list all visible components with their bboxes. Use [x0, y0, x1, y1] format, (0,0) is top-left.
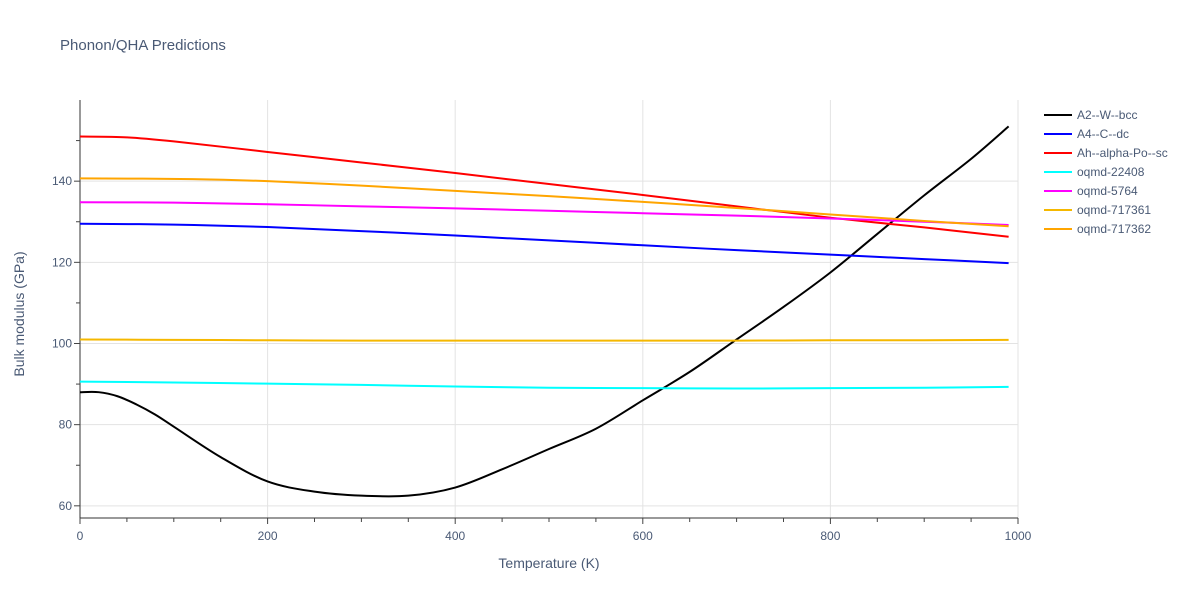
y-tick-label-2: 100 [52, 336, 72, 350]
axes [74, 100, 1019, 524]
tick-labels: 0 200 400 600 800 1000 60 80 100 120 140 [52, 174, 1032, 543]
legend-item-oqmd-22408[interactable]: oqmd-22408 [1044, 165, 1145, 179]
y-axis-title: Bulk modulus (GPa) [11, 251, 27, 376]
x-tick-label-2: 400 [445, 529, 465, 543]
y-tick-label-1: 80 [59, 418, 73, 432]
series-line-A2--W--bcc [79, 125, 1010, 498]
grid [80, 100, 1019, 518]
legend-item-Ah--alpha-Po--sc[interactable]: Ah--alpha-Po--sc [1044, 146, 1168, 160]
legend[interactable]: A2--W--bcc A4--C--dc Ah--alpha-Po--sc oqmd-… [1044, 108, 1168, 236]
legend-item-oqmd-717361[interactable]: oqmd-717361 [1044, 203, 1151, 217]
x-tick-label-0: 0 [77, 529, 84, 543]
series-line-oqmd-5764 [79, 201, 1009, 226]
chart-title: Phonon/QHA Predictions [60, 37, 226, 54]
legend-label: oqmd-22408 [1077, 165, 1145, 179]
legend-item-oqmd-5764[interactable]: oqmd-5764 [1044, 184, 1138, 198]
x-tick-label-3: 600 [633, 529, 653, 543]
x-tick-label-1: 200 [258, 529, 278, 543]
x-tick-label-4: 800 [820, 529, 840, 543]
legend-item-oqmd-717362[interactable]: oqmd-717362 [1044, 222, 1151, 236]
legend-label: A4--C--dc [1077, 127, 1129, 141]
y-tick-label-0: 60 [59, 499, 73, 513]
series-line-oqmd-717362 [79, 177, 1009, 228]
legend-label: oqmd-5764 [1077, 184, 1138, 198]
legend-label: Ah--alpha-Po--sc [1077, 146, 1168, 160]
series-line-A4--C--dc [79, 222, 1009, 265]
legend-item-A4--C--dc[interactable]: A4--C--dc [1044, 127, 1129, 141]
legend-label: oqmd-717362 [1077, 222, 1151, 236]
x-axis-title: Temperature (K) [498, 555, 599, 571]
legend-item-A2--W--bcc[interactable]: A2--W--bcc [1044, 108, 1137, 122]
series-line-oqmd-717361 [79, 338, 1009, 342]
x-tick-label-5: 1000 [1005, 529, 1032, 543]
legend-label: A2--W--bcc [1077, 108, 1137, 122]
y-tick-label-4: 140 [52, 174, 72, 188]
series-group [79, 125, 1010, 498]
series-line-Ah--alpha-Po--sc [79, 135, 1009, 238]
series-line-oqmd-22408 [79, 380, 1009, 390]
legend-label: oqmd-717361 [1077, 203, 1151, 217]
y-tick-label-3: 120 [52, 255, 72, 269]
